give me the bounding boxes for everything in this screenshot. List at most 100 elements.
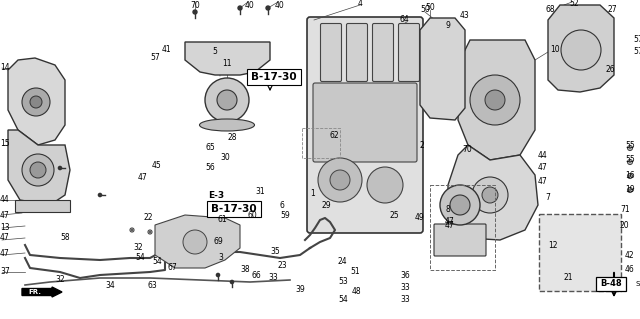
Text: 32: 32 — [55, 276, 65, 285]
Text: 38: 38 — [240, 265, 250, 275]
Text: 68: 68 — [545, 5, 555, 14]
Polygon shape — [185, 42, 270, 75]
Text: 63: 63 — [148, 280, 157, 290]
Text: 12: 12 — [548, 241, 557, 249]
Text: 33: 33 — [400, 284, 410, 293]
Polygon shape — [448, 145, 538, 240]
Text: 35: 35 — [270, 248, 280, 256]
FancyBboxPatch shape — [596, 277, 626, 291]
Polygon shape — [8, 58, 65, 145]
Ellipse shape — [200, 119, 255, 131]
Text: 19: 19 — [625, 186, 635, 195]
Text: 54: 54 — [152, 257, 162, 266]
Circle shape — [472, 177, 508, 213]
Text: 33: 33 — [268, 273, 278, 283]
Polygon shape — [420, 18, 465, 120]
Text: 40: 40 — [245, 1, 255, 10]
Polygon shape — [155, 215, 240, 268]
Text: 46: 46 — [625, 265, 635, 275]
Text: 6: 6 — [280, 201, 285, 210]
Circle shape — [440, 185, 480, 225]
Text: 47: 47 — [538, 177, 548, 187]
Circle shape — [330, 170, 350, 190]
Circle shape — [482, 187, 498, 203]
Text: 47: 47 — [445, 218, 455, 226]
Text: 70: 70 — [190, 2, 200, 11]
Text: 16: 16 — [625, 170, 635, 180]
FancyBboxPatch shape — [539, 214, 621, 291]
Text: 47: 47 — [0, 234, 10, 242]
Text: 44: 44 — [0, 196, 10, 204]
Text: 59: 59 — [280, 211, 290, 219]
Text: B-17-30: B-17-30 — [251, 72, 297, 82]
FancyBboxPatch shape — [321, 24, 342, 81]
Text: 21: 21 — [563, 273, 573, 283]
Text: B-17-30: B-17-30 — [211, 204, 257, 214]
Text: 49: 49 — [415, 213, 425, 222]
Text: 28: 28 — [228, 132, 237, 142]
Text: 29: 29 — [322, 201, 332, 210]
Circle shape — [217, 90, 237, 110]
Text: 55: 55 — [625, 155, 635, 165]
Text: 69: 69 — [213, 238, 223, 247]
Circle shape — [183, 230, 207, 254]
Circle shape — [561, 30, 601, 70]
Circle shape — [450, 195, 470, 215]
Polygon shape — [548, 5, 614, 92]
Text: 30: 30 — [220, 153, 230, 162]
Circle shape — [216, 273, 220, 277]
Circle shape — [318, 158, 362, 202]
Text: 43: 43 — [460, 11, 470, 19]
Text: 27: 27 — [608, 5, 618, 14]
Text: 42: 42 — [625, 250, 635, 259]
Circle shape — [193, 10, 197, 14]
Text: 24: 24 — [338, 257, 348, 266]
Circle shape — [99, 193, 102, 197]
Circle shape — [230, 280, 234, 284]
Text: 64: 64 — [400, 16, 410, 25]
Text: 44: 44 — [538, 151, 548, 160]
Text: 9: 9 — [445, 20, 450, 29]
Text: 8: 8 — [445, 205, 450, 214]
Text: 1: 1 — [310, 189, 315, 197]
Polygon shape — [458, 40, 535, 160]
Text: 47: 47 — [0, 249, 10, 258]
Circle shape — [238, 6, 242, 10]
Text: 23: 23 — [278, 261, 287, 270]
Text: 15: 15 — [0, 139, 10, 149]
Text: 48: 48 — [352, 287, 362, 296]
Text: 25: 25 — [390, 211, 399, 219]
Text: 10: 10 — [550, 46, 559, 55]
Text: 52: 52 — [569, 0, 579, 8]
Text: 41: 41 — [162, 46, 172, 55]
Text: 57: 57 — [150, 54, 160, 63]
Circle shape — [367, 167, 403, 203]
Text: 40: 40 — [275, 1, 285, 10]
Text: 54: 54 — [338, 295, 348, 305]
Text: 14: 14 — [0, 63, 10, 71]
Text: B-48: B-48 — [600, 279, 622, 288]
Text: 2: 2 — [420, 140, 425, 150]
Text: 47: 47 — [138, 174, 148, 182]
Text: 71: 71 — [620, 205, 630, 214]
Text: 37: 37 — [0, 266, 10, 276]
Text: 61: 61 — [218, 216, 228, 225]
Circle shape — [58, 167, 61, 170]
Text: 20: 20 — [620, 220, 630, 229]
Text: 65: 65 — [205, 144, 215, 152]
Circle shape — [22, 88, 50, 116]
Text: 4: 4 — [358, 0, 363, 9]
FancyArrow shape — [22, 287, 62, 297]
Text: 11: 11 — [222, 60, 232, 69]
FancyBboxPatch shape — [346, 24, 367, 81]
FancyBboxPatch shape — [372, 24, 394, 81]
Text: E-3: E-3 — [208, 190, 224, 199]
Text: 66: 66 — [252, 271, 262, 279]
Circle shape — [30, 96, 42, 108]
Circle shape — [30, 162, 46, 178]
Polygon shape — [8, 130, 70, 205]
FancyBboxPatch shape — [207, 201, 261, 217]
Text: 47: 47 — [538, 164, 548, 173]
Text: 47: 47 — [445, 220, 455, 229]
Text: 57: 57 — [633, 48, 640, 56]
